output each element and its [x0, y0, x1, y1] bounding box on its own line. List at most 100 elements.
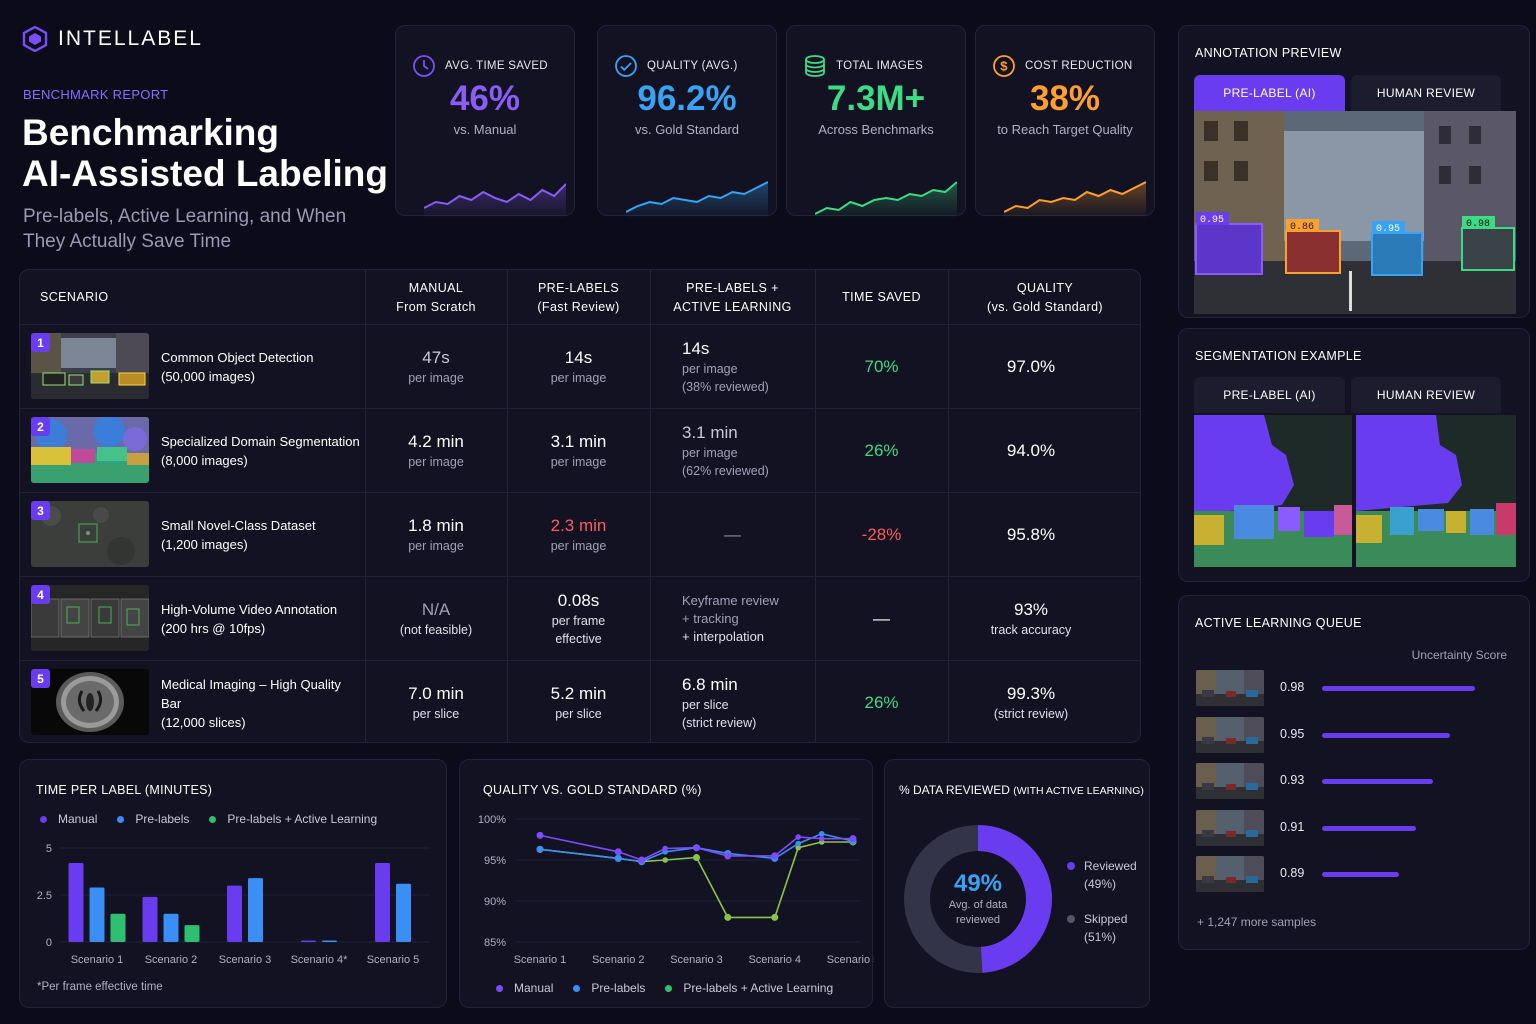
panel-title: SEGMENTATION EXAMPLE — [1195, 349, 1362, 363]
sparkline-area — [626, 182, 768, 220]
cell-prelabels: 3.1 min per image — [507, 409, 650, 493]
queue-item[interactable]: 0.89 — [1196, 856, 1516, 892]
col-prelabels-sub: (Fast Review) — [537, 299, 620, 314]
value: 95.8% — [1006, 525, 1056, 544]
y-tick-label: 5 — [46, 843, 52, 855]
stat-label: AVG. TIME SAVED — [445, 60, 548, 72]
data-reviewed-chart: % DATA REVIEWED (WITH ACTIVE LEARNING) 4… — [884, 759, 1150, 1008]
legend-pct: (51%) — [1084, 930, 1117, 944]
value: 1.8 min — [408, 516, 464, 535]
row-number: 1 — [31, 333, 50, 352]
chart-title: % DATA REVIEWED (WITH ACTIVE LEARNING) — [899, 783, 1144, 797]
data-point — [724, 913, 732, 921]
bar — [184, 925, 200, 942]
benchmark-table: SCENARIO MANUAL From Scratch PRE-LABELS … — [19, 269, 1141, 743]
street-scene-image: 0.95 0.86 0.95 0.98 — [1194, 111, 1516, 314]
scenario-thumbnail — [31, 417, 149, 483]
legend-item-skipped: Skipped (51%) — [1067, 910, 1127, 946]
row-number: 3 — [31, 501, 50, 520]
queue-item[interactable]: 0.93 — [1196, 763, 1516, 799]
value: 93% — [1013, 600, 1049, 619]
legend-label: Pre-labels + Active Learning — [683, 981, 834, 995]
sparkline-area — [424, 184, 566, 220]
stat-value: 96.2% — [637, 79, 737, 118]
table-row[interactable]: 5 Medical Imaging – High Quality Bar (12… — [20, 661, 1140, 742]
more-samples-link[interactable]: + 1,247 more samples — [1197, 915, 1317, 929]
legend-item: Pre-labels — [573, 981, 645, 995]
value: 3.1 min — [550, 432, 607, 451]
slice-reviewed — [904, 825, 1052, 973]
col-manual: MANUAL From Scratch — [365, 270, 507, 325]
legend-item: Pre-labels + Active Learning — [209, 812, 377, 826]
table-row[interactable]: 4 High-Volume Video Annotation (200 hrs … — [20, 577, 1140, 661]
col-quality-title: QUALITY — [1016, 280, 1074, 295]
tab-pre-label[interactable]: PRE-LABEL (AI) — [1194, 377, 1345, 413]
check-circle-icon — [615, 55, 637, 77]
col-manual-sub: From Scratch — [396, 299, 476, 314]
unit: + tracking — [682, 611, 739, 626]
x-tick-label: Scenario 4* — [291, 954, 349, 966]
data-point — [536, 845, 544, 853]
col-manual-title: MANUAL — [408, 280, 464, 295]
data-point — [771, 913, 779, 921]
x-tick-label: Scenario 2 — [592, 954, 645, 966]
cell-manual: 7.0 min per slice — [365, 661, 507, 742]
queue-item[interactable]: 0.95 — [1196, 716, 1516, 753]
stat-value: 46% — [449, 79, 521, 118]
cell-prelabels: 2.3 min per image — [507, 493, 650, 577]
unit: per image — [408, 455, 464, 469]
tab-pre-label[interactable]: PRE-LABEL (AI) — [1194, 75, 1345, 111]
donut-center: 49% Avg. of data reviewed — [893, 814, 1063, 984]
queue-thumbnail — [1196, 809, 1264, 846]
note: (62% reviewed) — [682, 464, 769, 478]
scenario-title: Specialized Domain Segmentation — [161, 434, 360, 449]
stat-card-cost-reduction: $ COST REDUCTION 38% to Reach Target Qua… — [975, 25, 1155, 220]
stat-label: TOTAL IMAGES — [836, 60, 924, 72]
tab-human-review[interactable]: HUMAN REVIEW — [1351, 377, 1501, 413]
queue-item[interactable]: 0.91 — [1196, 809, 1516, 846]
data-point — [818, 830, 825, 837]
cell-quality: 94.0% — [948, 409, 1140, 493]
legend-label: Skipped — [1084, 912, 1128, 926]
svg-text:$: $ — [1000, 59, 1008, 74]
cell-quality: 95.8% — [948, 493, 1140, 577]
sparkline — [1004, 181, 1146, 220]
chart-footnote: *Per frame effective time — [37, 981, 163, 993]
tab-human-review[interactable]: HUMAN REVIEW — [1351, 75, 1501, 111]
queue-item[interactable]: 0.98 — [1196, 670, 1516, 706]
uncertainty-score-label: Uncertainty Score — [1411, 648, 1507, 662]
sparkline — [424, 183, 566, 220]
title-line-2: AI-Assisted Labeling — [22, 153, 388, 194]
unit: per image — [550, 371, 607, 385]
x-tick-label: Scenario 2 — [145, 954, 198, 966]
table-row[interactable]: 3 Small Novel-Class Dataset (1,200 image… — [20, 493, 1140, 577]
table-row[interactable]: 1 Common Object Detection (50,000 images… — [20, 325, 1140, 409]
legend-label: Reviewed — [1084, 859, 1137, 873]
scenario-name: Small Novel-Class Dataset (1,200 images) — [161, 493, 361, 577]
value: 26% — [864, 693, 899, 712]
cell-active-learning: 6.8 min per slice (strict review) — [682, 661, 815, 742]
value: — — [724, 525, 741, 544]
legend-item: Manual — [40, 812, 97, 826]
queue-thumbnail — [1196, 763, 1264, 799]
stat-value: 7.3M+ — [826, 79, 926, 118]
cell-time-saved: 26% — [815, 661, 948, 742]
donut-chart — [904, 825, 1052, 973]
table-row[interactable]: 2 Specialized Domain Segmentation (8,000… — [20, 409, 1140, 493]
value: 14s — [564, 348, 593, 367]
box-score: 0.95 — [1200, 215, 1224, 226]
col-scenario: SCENARIO — [40, 290, 109, 304]
segmentation-human-review-image — [1356, 415, 1516, 567]
legend-item: Pre-labels — [117, 812, 189, 826]
series-line — [539, 841, 853, 919]
queue-score: 0.89 — [1280, 866, 1305, 880]
value: 3.1 min — [682, 423, 738, 442]
value: 4.2 min — [408, 432, 464, 451]
data-point — [693, 844, 700, 852]
box-score: 0.86 — [1290, 222, 1314, 233]
cell-active-learning: — — [650, 493, 815, 577]
cell-time-saved: — — [815, 577, 948, 661]
cell-manual: 4.2 min per image — [365, 409, 507, 493]
unit: per slice — [555, 707, 602, 721]
x-tick-label: Scenario 3 — [219, 954, 272, 966]
